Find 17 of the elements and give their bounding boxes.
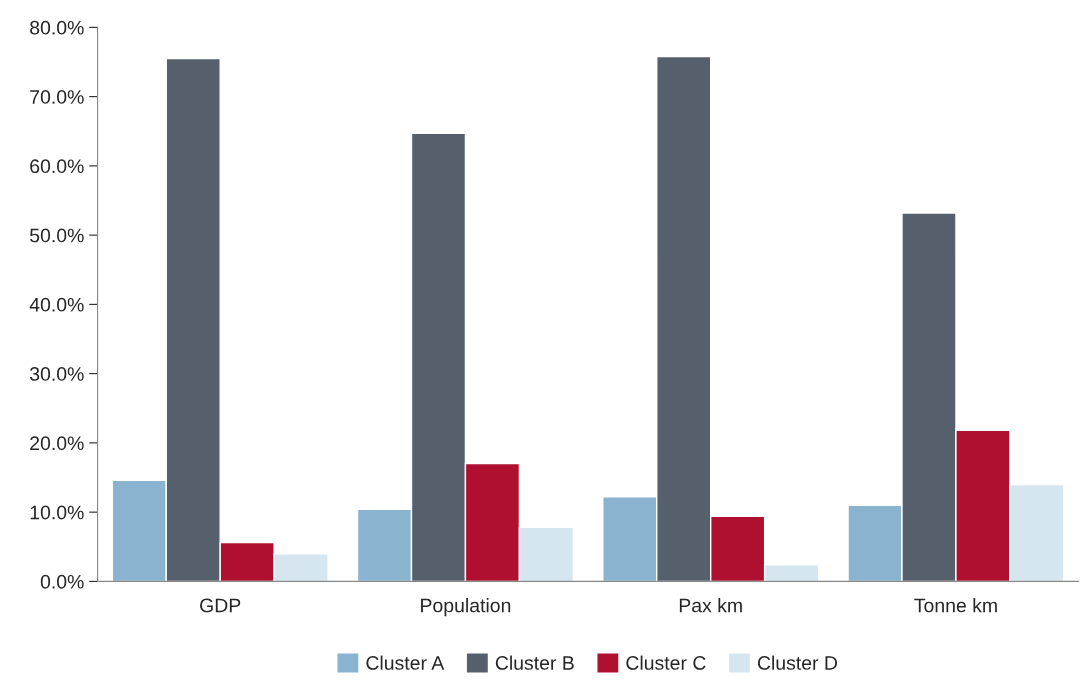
- y-tick-label: 30.0%: [29, 367, 84, 381]
- y-tick-label: 70.0%: [30, 90, 84, 104]
- y-tick-label: 60.0%: [30, 159, 84, 174]
- x-tick-label: GDP: [200, 598, 241, 613]
- y-tick-label: 10.0%: [30, 505, 84, 520]
- y-tick-label: 40.0%: [29, 297, 84, 312]
- legend-label: Cluster D: [757, 655, 838, 670]
- legend-label: Cluster A: [366, 655, 445, 670]
- x-tick-label: Pax km: [679, 598, 742, 613]
- y-tick-label: 0.0%: [40, 574, 84, 589]
- legend-label: Cluster B: [495, 655, 574, 670]
- y-tick-label: 20.0%: [30, 436, 84, 451]
- x-tick-label: Tonne km: [914, 598, 997, 613]
- y-tick-label: 50.0%: [30, 228, 84, 243]
- legend-label: Cluster C: [626, 655, 706, 670]
- x-tick-label: Population: [421, 598, 511, 617]
- y-tick-label: 80.0%: [30, 20, 84, 35]
